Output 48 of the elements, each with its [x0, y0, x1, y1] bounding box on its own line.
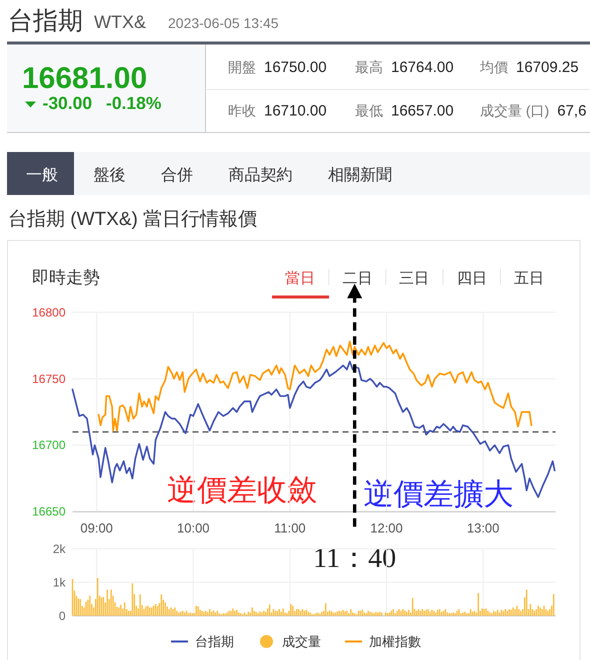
ref-line-label: 11：40 [313, 543, 396, 574]
x-tick-label: 09:00 [80, 520, 113, 536]
x-tick-label: 10:00 [177, 520, 210, 536]
text: 16750.00 [264, 59, 327, 76]
text: 盤後 [94, 166, 126, 184]
legend-label: 台指期 [195, 634, 234, 649]
text: 67,6 [557, 102, 586, 120]
annotation: 逆價差擴大 [364, 478, 514, 511]
y-tick-label: 16650 [32, 504, 66, 519]
y-tick-label: 16700 [32, 438, 66, 452]
text: 成交量 (口) [480, 102, 550, 118]
text: 四日 [457, 270, 487, 287]
y-tick-label: 2k [52, 542, 66, 556]
text: 台指期 [8, 7, 83, 35]
text: 開盤 [228, 59, 256, 75]
text: 16709.25 [516, 59, 579, 76]
text: 五日 [514, 270, 544, 287]
text: 2023-06-05 13:45 [168, 15, 279, 31]
text: 均價 [479, 59, 508, 75]
text: 16710.00 [264, 102, 327, 120]
x-tick-label: 13:00 [466, 520, 500, 536]
legend-label: 成交量 [282, 634, 321, 649]
y-tick-label: 16750 [32, 372, 66, 386]
legend-label: 加權指數 [369, 634, 421, 649]
text: 最高 [355, 59, 383, 75]
y-tick-label: 16800 [32, 305, 66, 320]
text: 16657.00 [391, 102, 454, 120]
x-tick-label: 12:00 [370, 520, 403, 536]
text: 一般 [26, 167, 58, 184]
y-tick-label: 1k [52, 575, 66, 590]
text: -30.00 [42, 93, 92, 113]
text: 二日 [342, 270, 372, 287]
text: 三日 [399, 270, 429, 287]
text: 商品契約 [228, 166, 292, 184]
text: -0.18% [106, 93, 162, 113]
text: WTX& [94, 12, 146, 32]
annotation: 逆價差收斂 [167, 474, 317, 507]
text: 相關新聞 [328, 166, 392, 184]
text: 合併 [161, 166, 193, 184]
text: 昨收 [228, 102, 256, 118]
text: 最低 [355, 102, 383, 118]
text: 16764.00 [391, 59, 454, 76]
text: 台指期 (WTX&) 當日行情報價 [8, 209, 258, 230]
chart-title: 即時走勢 [32, 268, 100, 287]
x-tick-label: 11:00 [274, 520, 306, 536]
text: 16681.00 [22, 62, 148, 95]
y-tick-label: 0 [58, 608, 66, 623]
text: 當日 [285, 270, 315, 287]
